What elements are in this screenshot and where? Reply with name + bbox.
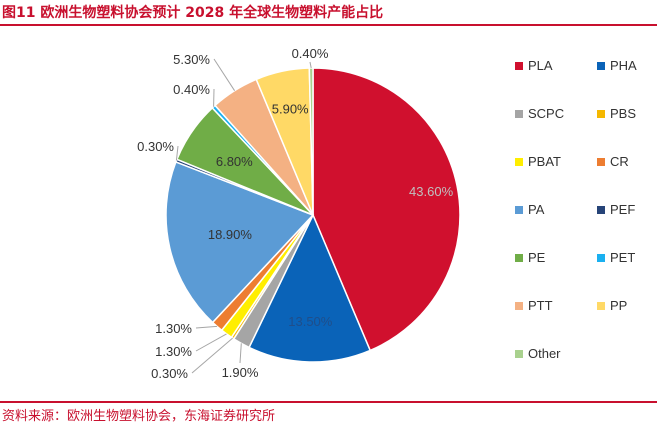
data-label-scpc: 1.90%: [222, 365, 259, 380]
legend-item-pbs: PBS: [597, 106, 636, 121]
legend-swatch: [597, 157, 605, 166]
legend-item-other: Other: [515, 346, 561, 361]
legend-swatch: [515, 61, 523, 70]
legend-label: PBAT: [528, 154, 561, 169]
data-label-pha: 13.50%: [288, 314, 333, 329]
figure-title: 图11 欧洲生物塑料协会预计 2028 年全球生物塑料产能占比: [2, 5, 384, 21]
legend-item-pa: PA: [515, 202, 544, 217]
data-label-other: 0.40%: [292, 46, 329, 61]
legend-label: PTT: [528, 298, 553, 313]
legend-swatch: [515, 205, 523, 214]
legend-label: PEF: [610, 202, 636, 217]
legend-item-pef: PEF: [597, 202, 635, 217]
data-labels: 43.60% 13.50% 1.90% 0.30% 1.30% 1.30% 18.90% 0.…: [137, 46, 453, 381]
data-label-pbat: 1.30%: [155, 344, 192, 359]
legend-label: SCPC: [528, 106, 565, 121]
pie-slice-pha: [248, 213, 372, 363]
legend-item-cr: CR: [597, 154, 629, 169]
pie-slice-other: [308, 67, 314, 216]
leader-line-ptt: [213, 58, 236, 91]
title-divider: [0, 24, 657, 26]
leader-line-pbat: [195, 333, 227, 352]
legend-item-scpc: SCPC: [515, 106, 564, 121]
pie-slice-pa: [165, 160, 315, 324]
data-label-cr: 1.30%: [155, 321, 192, 336]
data-label-pe: 6.80%: [216, 154, 253, 169]
data-label-pet: 0.40%: [173, 82, 210, 97]
legend-label: CR: [610, 154, 629, 169]
data-label-ptt: 5.30%: [173, 52, 210, 67]
legend-swatch: [515, 349, 523, 358]
legend-swatch: [515, 109, 523, 118]
legend-item-pha: PHA: [597, 58, 637, 73]
legend-label: PE: [528, 250, 546, 265]
legend-label: PP: [610, 298, 628, 313]
legend-swatch: [597, 205, 605, 214]
leader-line-cr: [195, 325, 218, 329]
legend-label: PHA: [610, 58, 637, 73]
legend-label: PBS: [610, 106, 637, 121]
pie-slices: [165, 67, 461, 363]
legend-swatch: [597, 301, 605, 310]
legend-item-pp: PP: [597, 298, 627, 313]
legend-swatch: [515, 253, 523, 262]
data-label-pef: 0.30%: [137, 139, 174, 154]
legend-swatch: [597, 61, 605, 70]
legend-swatch: [515, 157, 523, 166]
legend-label: PLA: [528, 58, 553, 73]
source-note: 资料来源：欧洲生物塑料协会，东海证券研究所: [2, 409, 276, 424]
legend-label: PA: [528, 202, 545, 217]
legend-item-pet: PET: [597, 250, 635, 265]
legend-item-pla: PLA: [515, 58, 553, 73]
data-label-pp: 5.90%: [272, 102, 309, 117]
leader-line-pef: [175, 145, 179, 161]
legend-swatch: [597, 109, 605, 118]
legend-item-pbat: PBAT: [515, 154, 561, 169]
leader-lines: [175, 58, 312, 374]
data-label-pa: 18.90%: [208, 227, 253, 242]
legend-swatch: [597, 253, 605, 262]
legend-swatch: [515, 301, 523, 310]
legend-label: Other: [528, 346, 561, 361]
leader-line-other: [309, 61, 312, 69]
leader-line-pbs: [191, 337, 233, 374]
source-divider: [0, 401, 657, 403]
pie-slice-pla: [312, 67, 461, 352]
legend-item-pe: PE: [515, 250, 545, 265]
data-label-pbs: 0.30%: [151, 366, 188, 381]
data-label-pla: 43.60%: [409, 184, 454, 199]
legend-label: PET: [610, 250, 636, 265]
legend-item-ptt: PTT: [515, 298, 553, 313]
leader-line-scpc: [239, 343, 242, 364]
